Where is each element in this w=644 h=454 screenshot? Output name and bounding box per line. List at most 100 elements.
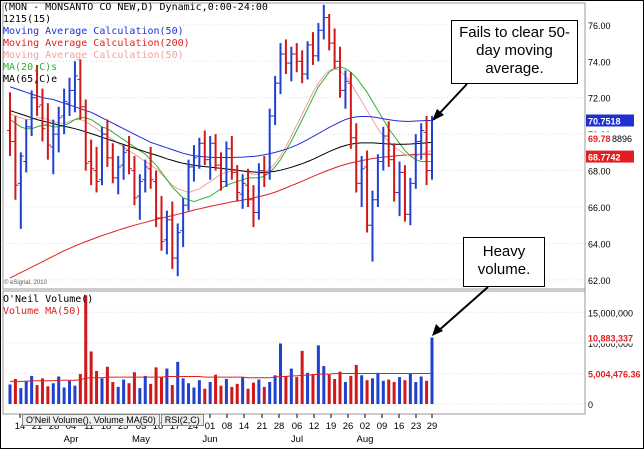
x-month-label: Jun — [202, 434, 217, 445]
volume-bar — [425, 380, 429, 404]
price-bar — [82, 99, 89, 171]
volume-bar — [408, 373, 412, 404]
price-flag-ma50: 70.7518 — [588, 116, 621, 126]
price-bar — [115, 156, 122, 195]
x-day-label: 21 — [32, 421, 43, 432]
volume-bar — [197, 380, 201, 404]
volume-bar — [268, 382, 272, 404]
x-day-label: 06 — [292, 421, 303, 432]
volume-bar — [8, 384, 12, 404]
price-bar — [239, 174, 246, 209]
volume-bar — [322, 366, 326, 404]
volume-bar — [170, 385, 174, 404]
indicator-tabs: O'Neil Volume(), Volume MA(50) RSI(2,C) — [22, 414, 205, 426]
volume-bar — [398, 377, 402, 404]
price-bar — [34, 64, 41, 116]
price-axis-label: 64.00 — [588, 239, 611, 249]
x-day-label: 19 — [326, 421, 337, 432]
price-legend: (MON - MONSANTO CO NEW,D) Dynamic,0:00-2… — [3, 2, 268, 86]
x-day-label: 08 — [222, 421, 233, 432]
x-day-label: 04 — [66, 421, 77, 432]
price-bar — [418, 123, 425, 160]
volume-flag-ma: 5,004,476.36 — [588, 369, 641, 379]
volume-bar — [62, 387, 66, 404]
volume-bar — [78, 374, 82, 404]
legend-ma200: Moving Average Calculation(200) — [3, 38, 190, 49]
volume-bar — [300, 350, 304, 404]
price-bar — [12, 115, 19, 200]
x-day-label: 12 — [309, 421, 320, 432]
callout-heavy-volume: Heavy volume. — [463, 237, 545, 287]
x-day-label: 21 — [257, 421, 268, 432]
volume-flag-vol: 10,883,337 — [588, 334, 633, 344]
volume-bar — [224, 378, 228, 404]
volume-bar — [181, 378, 185, 404]
price-bar — [93, 146, 100, 193]
volume-bar — [230, 386, 234, 404]
volume-bar — [30, 375, 34, 404]
volume-bar — [35, 385, 39, 404]
callout-arrow-price-head — [432, 109, 444, 121]
x-day-label: 01 — [205, 421, 216, 432]
callout-fails-ma-text: Fails to clear 50-day moving average. — [459, 24, 570, 77]
volume-bar — [349, 375, 353, 404]
volume-bar — [354, 364, 358, 404]
volume-bar — [203, 388, 207, 404]
callout-arrow-price — [436, 83, 468, 117]
x-day-label: 09 — [377, 421, 388, 432]
x-day-label: 28 — [274, 421, 285, 432]
volume-bar — [127, 383, 131, 404]
volume-flag-vol-bg — [586, 331, 634, 344]
volume-bar — [95, 371, 99, 404]
volume-bar — [84, 295, 88, 404]
price-flag-low-bg — [586, 150, 634, 163]
price-bar — [158, 196, 165, 251]
volume-ma-line — [10, 373, 432, 382]
x-day-label: 02 — [360, 421, 371, 432]
legend-ma65: MA(65,C)e — [3, 74, 58, 85]
volume-bar — [68, 380, 72, 404]
legend-volume: O'Neil Volume() — [3, 294, 94, 305]
volume-bar — [306, 372, 310, 404]
legend-interval: 1215(15) — [3, 14, 52, 25]
x-day-label: 14 — [239, 421, 250, 432]
volume-bar — [154, 367, 158, 404]
callout-heavy-volume-text: Heavy volume. — [477, 243, 531, 278]
volume-axis-label: 15,000,000 — [588, 308, 633, 318]
volume-bar — [381, 380, 385, 404]
price-bar — [44, 103, 51, 160]
x-day-label: 11 — [84, 421, 94, 432]
volume-bar — [414, 382, 418, 404]
copyright-label: © eSignal, 2010 — [4, 280, 47, 286]
volume-bar — [295, 377, 299, 404]
price-axis-label: 68.00 — [588, 167, 611, 177]
tab-volume[interactable]: O'Neil Volume(), Volume MA(50) — [22, 414, 160, 426]
x-month-label: Apr — [64, 434, 79, 445]
legend-ma20: MA(20,C)s — [3, 62, 58, 73]
volume-bar — [284, 375, 288, 404]
price-bar — [131, 156, 138, 206]
price-flag-ma50-bg — [586, 114, 634, 127]
volume-bar — [365, 380, 369, 404]
price-axis-label: 66.00 — [588, 203, 611, 213]
callout-arrow-volume-head — [432, 324, 443, 336]
price-flag-price-bg — [586, 132, 634, 145]
price-bar — [147, 146, 154, 189]
volume-bar — [116, 386, 120, 404]
legend-title: (MON - MONSANTO CO NEW,D) Dynamic,0:00-2… — [3, 2, 268, 13]
volume-bar — [403, 380, 407, 404]
price-bar — [88, 139, 95, 186]
volume-bar — [143, 375, 147, 404]
volume-bar — [273, 375, 277, 404]
volume-bar — [235, 383, 239, 404]
tab-rsi[interactable]: RSI(2,C) — [160, 414, 204, 426]
price-bar — [120, 145, 127, 180]
volume-bar — [343, 382, 347, 404]
volume-bar — [338, 371, 342, 404]
price-bar — [142, 159, 149, 193]
price-bar — [39, 88, 46, 142]
x-day-label: 25 — [118, 421, 129, 432]
x-day-label: 29 — [427, 421, 438, 432]
callout-arrow-volume — [436, 286, 489, 333]
